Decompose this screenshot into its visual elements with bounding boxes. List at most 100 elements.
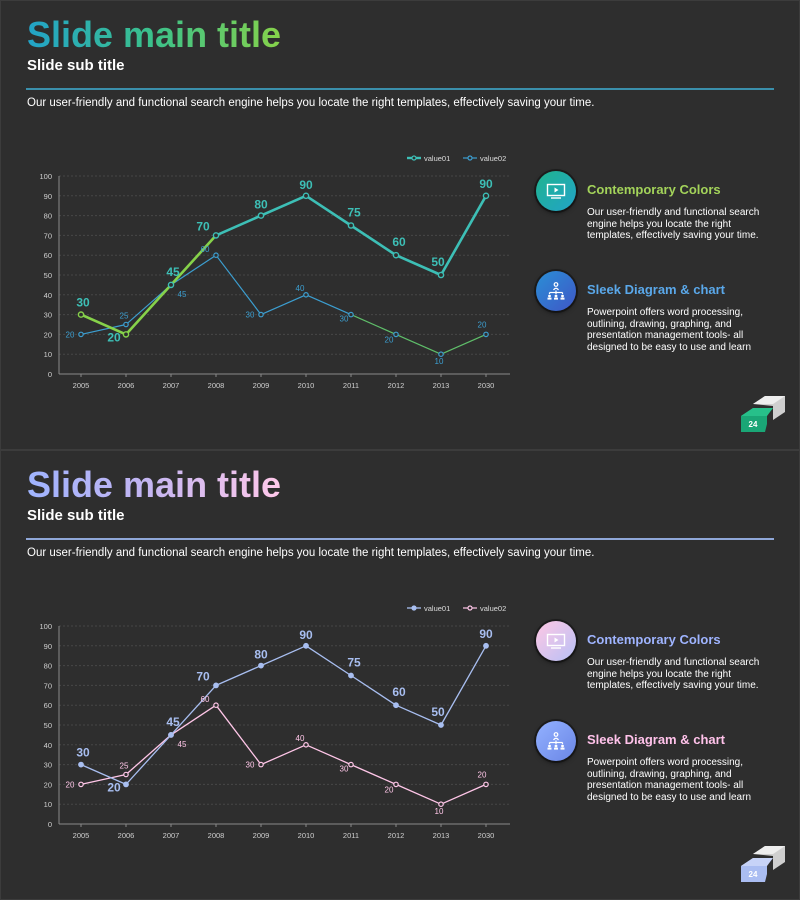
series-1-data-label: 45 bbox=[166, 265, 180, 279]
legend-label-value02: value02 bbox=[480, 154, 506, 163]
y-tick-label: 70 bbox=[44, 231, 52, 240]
series-2-data-label: 20 bbox=[66, 780, 75, 789]
y-tick-label: 70 bbox=[44, 681, 52, 690]
page-number-badge: 24 bbox=[739, 396, 787, 438]
y-tick-label: 20 bbox=[44, 780, 52, 789]
series-1-line-segment bbox=[124, 283, 173, 336]
y-tick-label: 10 bbox=[44, 350, 52, 359]
y-tick-label: 80 bbox=[44, 662, 52, 671]
series-2-line-segment bbox=[260, 294, 307, 316]
series-1-point bbox=[303, 642, 309, 649]
x-tick-label: 2010 bbox=[298, 381, 315, 390]
series-1-line-segment bbox=[215, 664, 262, 687]
monitor-play-icon bbox=[536, 171, 576, 211]
series-2-data-label: 10 bbox=[435, 357, 444, 366]
series-2-point bbox=[213, 702, 219, 709]
series-2-line-segment bbox=[440, 783, 487, 805]
series-1-line-segment bbox=[169, 234, 218, 287]
series-1-point bbox=[123, 781, 129, 788]
x-tick-label: 2006 bbox=[118, 381, 135, 390]
series-1-line-segment bbox=[304, 194, 353, 227]
series-2-data-label: 30 bbox=[246, 311, 255, 320]
series-1-point bbox=[167, 281, 175, 289]
x-tick-label: 2011 bbox=[343, 831, 359, 840]
feature-body: Powerpoint offers word processing, outli… bbox=[587, 307, 752, 354]
series-1-line-segment bbox=[394, 253, 443, 277]
x-tick-label: 2007 bbox=[163, 831, 180, 840]
x-tick-label: 2005 bbox=[73, 831, 90, 840]
y-tick-label: 60 bbox=[44, 251, 52, 260]
series-1-line-segment bbox=[395, 704, 442, 726]
series-1-point bbox=[302, 192, 310, 200]
title-divider bbox=[26, 88, 774, 90]
series-2-data-label: 20 bbox=[478, 770, 487, 779]
series-2-data-label: 30 bbox=[340, 315, 349, 324]
series-2-data-label: 20 bbox=[385, 785, 394, 794]
series-2-line-segment bbox=[440, 333, 487, 355]
series-2-line-segment bbox=[305, 744, 352, 766]
y-tick-label: 20 bbox=[44, 330, 52, 339]
series-1-data-label: 90 bbox=[479, 177, 493, 191]
series-1-data-label: 20 bbox=[107, 780, 121, 794]
series-2-point bbox=[348, 761, 354, 768]
series-2-line-segment bbox=[170, 254, 217, 286]
legend-marker-value02 bbox=[467, 155, 473, 161]
series-2-point bbox=[123, 771, 129, 778]
x-tick-label: 2030 bbox=[478, 831, 495, 840]
series-1-data-label: 60 bbox=[392, 235, 406, 249]
series-1-data-label: 30 bbox=[76, 296, 90, 310]
series-1-point bbox=[483, 642, 489, 649]
series-1-point bbox=[392, 251, 400, 259]
series-1-data-label: 70 bbox=[196, 219, 210, 233]
series-1-data-label: 50 bbox=[431, 705, 445, 719]
series-2-point bbox=[258, 761, 264, 768]
series-2-point bbox=[483, 781, 489, 788]
series-2-line-segment bbox=[125, 734, 172, 775]
series-2-data-label: 25 bbox=[120, 762, 129, 771]
x-tick-label: 2013 bbox=[433, 381, 450, 390]
series-1-point bbox=[212, 232, 220, 239]
series-2-point bbox=[213, 252, 219, 259]
series-1-line-segment bbox=[259, 194, 308, 217]
x-tick-label: 2009 bbox=[253, 831, 270, 840]
page-number-badge: 24 bbox=[739, 846, 787, 888]
y-tick-label: 0 bbox=[48, 370, 52, 379]
series-1-data-label: 45 bbox=[166, 715, 180, 729]
series-1-data-label: 75 bbox=[347, 656, 361, 670]
x-tick-label: 2012 bbox=[388, 831, 405, 840]
feature-body: Powerpoint offers word processing, outli… bbox=[587, 757, 752, 804]
y-tick-label: 50 bbox=[44, 721, 52, 730]
series-1-line-segment bbox=[79, 313, 128, 336]
series-1-point bbox=[393, 702, 399, 709]
x-tick-label: 2011 bbox=[343, 381, 359, 390]
slide-1[interactable]: Slide main title Slide sub title Our use… bbox=[1, 1, 799, 449]
y-tick-label: 100 bbox=[39, 622, 52, 631]
series-1-point bbox=[78, 761, 84, 768]
series-2-line-segment bbox=[80, 773, 127, 786]
series-1-line-segment bbox=[349, 224, 398, 257]
chart-legend: value01 value02 bbox=[407, 154, 506, 163]
x-tick-label: 2005 bbox=[73, 381, 90, 390]
feature-body: Our user-friendly and functional search … bbox=[587, 207, 760, 242]
series-1-data-label: 70 bbox=[196, 669, 210, 683]
y-tick-label: 90 bbox=[44, 642, 52, 651]
series-2-data-label: 20 bbox=[385, 335, 394, 344]
series-1-data-label: 20 bbox=[107, 330, 121, 344]
series-1-line-segment bbox=[260, 645, 307, 667]
slide-main-title: Slide main title bbox=[27, 14, 282, 55]
legend-label-value01: value01 bbox=[424, 154, 450, 163]
series-2-line-segment bbox=[350, 764, 397, 785]
series-2-line-segment bbox=[305, 294, 352, 316]
page-number: 24 bbox=[748, 870, 758, 879]
x-tick-label: 2007 bbox=[163, 381, 180, 390]
feature-heading: Sleek Diagram & chart bbox=[587, 732, 726, 747]
slide-2[interactable]: Slide main title Slide sub title Our use… bbox=[1, 451, 799, 899]
page-number: 24 bbox=[748, 420, 758, 429]
chart-grid bbox=[59, 625, 510, 805]
org-chart-icon bbox=[536, 721, 576, 761]
x-tick-label: 2006 bbox=[118, 831, 135, 840]
series-1-data-label: 90 bbox=[479, 627, 493, 641]
series-2-point bbox=[303, 291, 309, 298]
series-2-data-label: 45 bbox=[178, 290, 187, 299]
